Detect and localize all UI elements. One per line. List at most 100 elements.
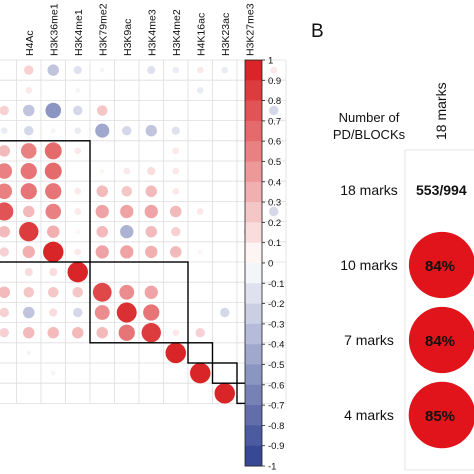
correlation-circle: [44, 142, 62, 160]
correlation-circle: [95, 123, 110, 138]
colorbar-tick-label: -0.5: [268, 360, 284, 371]
table-row-label: 10 marks: [340, 257, 398, 273]
colorbar-tick-label: 0: [268, 259, 273, 270]
column-label: H3K4me2: [171, 9, 183, 56]
colorbar-band: [245, 100, 262, 122]
colorbar-tick-label: -0.4: [268, 340, 284, 351]
correlation-circle: [190, 362, 211, 384]
correlation-circle: [45, 183, 62, 200]
colorbar-band: [245, 181, 262, 203]
correlation-circle: [73, 66, 82, 75]
correlation-circle: [120, 225, 134, 239]
correlation-circle: [24, 126, 34, 136]
colorbar-tick-label: 0.1: [268, 238, 281, 249]
correlation-circle: [170, 246, 182, 258]
table-row-circle: [408, 306, 474, 374]
table-header-line-2: PD/BLOCKs: [333, 127, 406, 142]
table-row-label: 18 marks: [340, 182, 398, 198]
correlation-circle: [172, 147, 180, 155]
colorbar-band: [245, 364, 262, 386]
correlation-circle: [45, 102, 62, 119]
colorbar-band: [245, 405, 262, 426]
table-row-label: 7 marks: [344, 332, 394, 348]
correlation-circle: [74, 248, 82, 256]
column-label: H3K36me1: [48, 3, 60, 56]
table-row-value: 85%: [425, 408, 455, 425]
correlation-circle: [24, 65, 34, 75]
colorbar-band: [245, 120, 262, 142]
table-row-value: 84%: [425, 333, 455, 350]
colorbar-tick-label: -1: [268, 462, 276, 473]
correlation-circle: [47, 225, 60, 238]
column-label: H3K23ac: [220, 13, 232, 56]
column-label: H3K4me3: [146, 9, 158, 56]
colorbar-tick-label: -0.2: [268, 299, 284, 310]
colorbar-band: [245, 141, 262, 162]
colorbar-tick-label: 0.2: [268, 218, 281, 229]
correlation-circle: [23, 104, 35, 117]
column-label: H3K4me1: [73, 9, 85, 56]
correlation-circle: [171, 126, 180, 135]
panel-b-letter: B: [311, 21, 324, 42]
colorbar-tick-label: 0.7: [268, 116, 281, 127]
correlation-circle: [0, 328, 9, 338]
correlation-circle: [144, 285, 158, 299]
table-column-header: 18 marks: [433, 82, 449, 140]
table-rows: 18 marks 553/994 10 marks 84% 7 marks 84% 4 ma…: [340, 149, 474, 471]
correlation-circle: [143, 304, 160, 321]
colorbar-band: [245, 323, 262, 345]
correlation-circle: [73, 105, 83, 116]
correlation-circle: [96, 326, 108, 339]
correlation-circle: [75, 229, 81, 235]
colorbar-tick-label: -0.1: [268, 279, 284, 290]
correlation-circle: [116, 302, 137, 323]
correlation-circle: [96, 185, 108, 198]
correlation-circle: [24, 268, 33, 277]
colorbar-tick-label: -0.7: [268, 401, 284, 412]
table-row-circle: [408, 231, 474, 299]
correlation-circle: [197, 249, 203, 255]
correlation-circle: [44, 162, 62, 180]
colorbar-band: [245, 384, 262, 406]
correlation-circle: [72, 287, 83, 298]
colorbar-band: [245, 283, 262, 304]
correlation-circle: [23, 205, 35, 218]
correlation-circle: [0, 105, 9, 116]
correlation-circle: [25, 86, 33, 94]
column-labels: H4Ac H3K36me1 H3K4me1 H3K79me2 H3K9ac H3K4me3…: [24, 3, 256, 56]
table-row-value: 553/994: [416, 182, 467, 198]
correlation-circle: [0, 163, 13, 179]
panel-b-summary-table: B Number of PD/BLOCKs 18 marks 18 marks 5…: [311, 21, 474, 471]
correlation-circle: [120, 204, 134, 219]
colorbar-tick-label: 1: [268, 56, 273, 67]
correlation-circle: [23, 287, 34, 298]
colorbar-tick-label: 0.5: [268, 157, 281, 168]
column-label: H4K16ac: [195, 13, 207, 56]
correlation-circle: [145, 245, 158, 259]
correlation-circle: [48, 287, 59, 298]
correlation-circle: [0, 127, 8, 135]
correlation-circle: [20, 162, 37, 180]
table-header-line-1: Number of: [339, 110, 400, 125]
colorbar-band: [245, 425, 262, 447]
colorbar-band: [245, 202, 262, 223]
correlation-circle: [0, 247, 9, 257]
correlation-circle: [123, 167, 131, 175]
correlation-circle: [95, 204, 109, 219]
correlation-circle: [74, 147, 82, 155]
correlation-circle: [220, 307, 230, 318]
correlation-circle: [0, 145, 10, 157]
colorbar-band: [245, 161, 262, 183]
correlation-circle: [270, 66, 278, 74]
table-row-label: 4 marks: [344, 407, 394, 423]
correlation-circle: [99, 168, 105, 174]
correlation-circle: [0, 225, 10, 238]
column-label: H4Ac: [24, 30, 36, 56]
correlation-circle: [122, 126, 132, 136]
correlation-circle: [97, 105, 108, 116]
correlation-circle: [145, 225, 157, 238]
correlation-circle: [145, 185, 157, 198]
correlation-circle: [171, 227, 181, 237]
correlation-circle: [165, 342, 186, 364]
